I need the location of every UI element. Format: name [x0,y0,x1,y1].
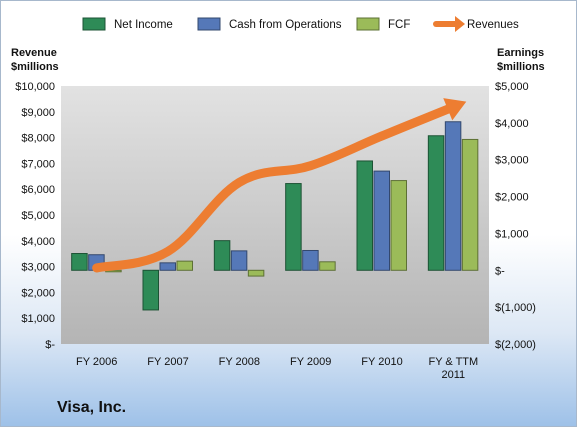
left-tick-label: $5,000 [21,210,55,222]
right-tick-label: $3,000 [495,155,529,167]
chart-title: Visa, Inc. [57,399,126,417]
bar-fcf-1 [177,261,193,270]
x-tick-label: FY 2010 [361,356,402,368]
left-tick-label: $2,000 [21,287,55,299]
plot-area [61,86,489,344]
right-tick-label: $2,000 [495,192,529,204]
right-tick-label: $1,000 [495,228,529,240]
right-tick-label: $- [495,265,505,277]
right-tick-label: $(1,000) [495,302,536,314]
legend: Net Income Cash from Operations FCF Revenue… [83,16,519,32]
bar-fcf-5 [462,139,478,270]
legend-label-fcf: FCF [388,19,410,31]
right-tick-label: $5,000 [495,81,529,93]
bar-net-income-5 [428,136,444,271]
legend-arrowhead-revenues [455,16,465,32]
bar-fcf-3 [320,262,336,270]
bar-cash-from-operations-1 [160,263,176,270]
left-tick-label: $1,000 [21,313,55,325]
bar-net-income-0 [72,254,88,271]
right-tick-label: $4,000 [495,118,529,130]
legend-label-net-income: Net Income [114,19,173,31]
left-axis-tick-labels: $- $1,000 $2,000 $3,000 $4,000 $5,000 $6,000 $7… [15,81,55,351]
x-tick-label: FY 2009 [290,356,331,368]
bar-cash-from-operations-3 [303,250,319,270]
right-tick-label: $(2,000) [495,339,536,351]
bar-net-income-1 [143,270,159,310]
left-tick-label: $3,000 [21,262,55,274]
x-tick-label: FY 2006 [76,356,117,368]
bar-fcf-4 [391,181,407,271]
legend-label-revenues: Revenues [467,19,519,31]
x-tick-label: FY 2007 [147,356,188,368]
left-tick-label: $10,000 [15,81,55,93]
x-tick-label: FY 2008 [219,356,260,368]
left-tick-label: $9,000 [21,107,55,119]
bar-cash-from-operations-4 [374,171,390,270]
right-axis-title: Earnings$millions [497,47,545,73]
legend-swatch-fcf [357,18,379,30]
x-axis-tick-labels: FY 2006 FY 2007 FY 2008 FY 2009 FY 2010 FY & … [76,356,478,381]
bar-cash-from-operations-2 [231,251,247,270]
left-tick-label: $8,000 [21,133,55,145]
right-axis-tick-labels: $(2,000) $(1,000) $- $1,000 $2,000 $3,000 $4,0… [495,81,536,351]
left-tick-label: $4,000 [21,236,55,248]
legend-swatch-cash-from-operations [198,18,220,30]
left-tick-label: $7,000 [21,158,55,170]
left-axis-title: Revenue$millions [11,47,59,73]
bar-net-income-4 [357,161,373,270]
left-tick-label: $6,000 [21,184,55,196]
left-tick-label: $- [45,339,55,351]
axis-titles: Revenue$millions Earnings$millions [11,47,545,73]
legend-swatch-net-income [83,18,105,30]
bar-cash-from-operations-5 [445,122,461,271]
bar-net-income-3 [286,184,302,271]
bar-net-income-2 [214,241,230,271]
bar-fcf-2 [248,270,263,276]
legend-label-cash-from-operations: Cash from Operations [229,19,342,31]
